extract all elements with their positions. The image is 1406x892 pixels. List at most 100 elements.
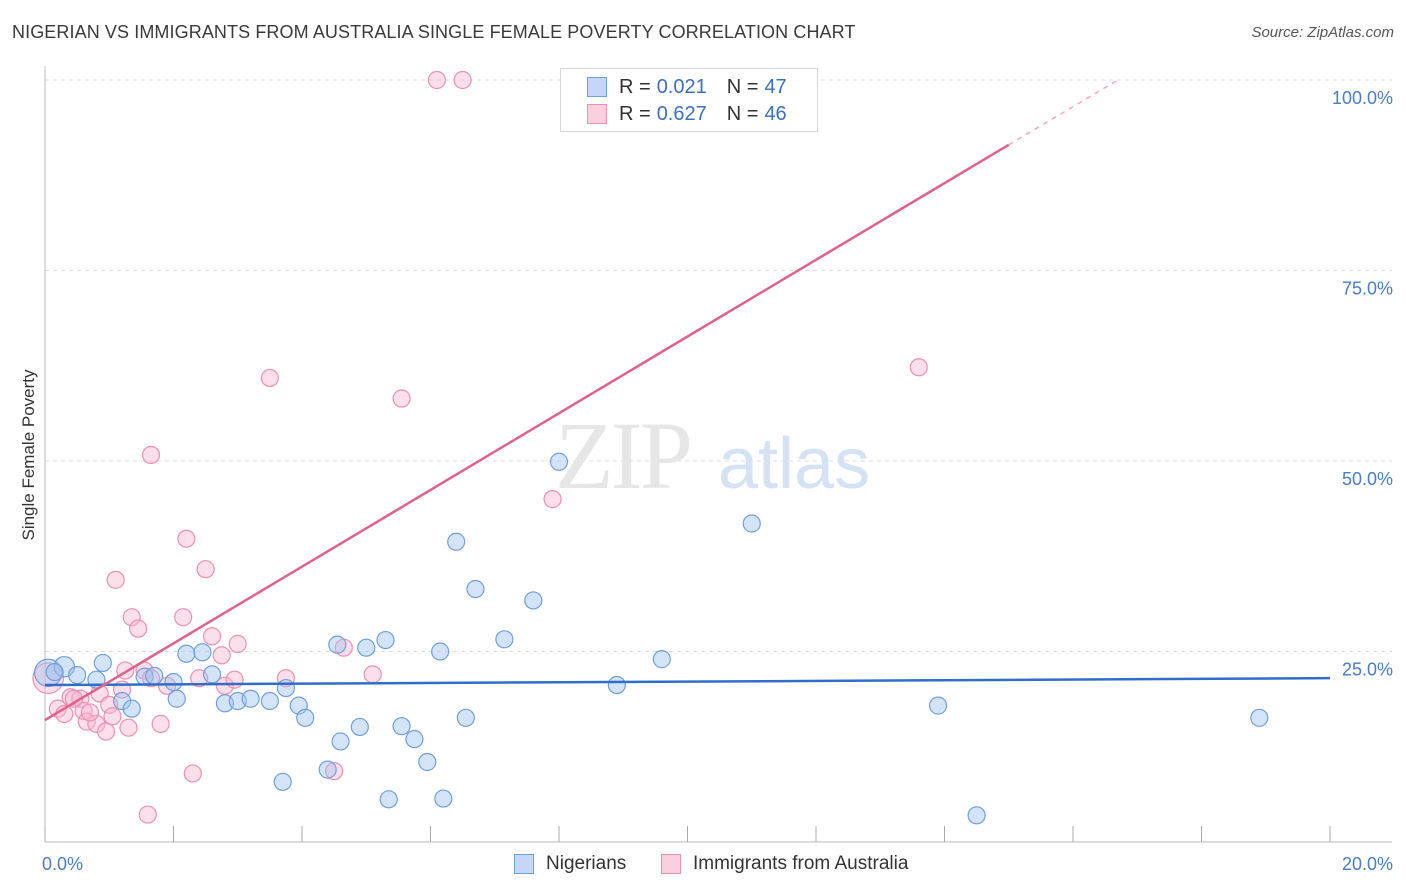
data-point — [466, 579, 485, 599]
data-point — [607, 675, 626, 695]
data-point — [151, 714, 170, 733]
data-point — [652, 650, 671, 669]
data-point — [392, 389, 411, 408]
bottom-legend-swatch-pink — [661, 854, 681, 874]
watermark: ZIP atlas — [555, 402, 870, 509]
data-point — [174, 608, 193, 627]
data-point — [122, 699, 141, 718]
nigerian-points — [34, 452, 1269, 825]
legend-r-value: 0.021 — [656, 75, 707, 98]
data-point — [549, 452, 569, 471]
data-point — [68, 666, 87, 685]
data-point — [129, 619, 148, 638]
data-point — [273, 772, 292, 791]
data-point — [363, 665, 382, 684]
legend-swatch-blue — [587, 77, 607, 97]
watermark-atlas: atlas — [718, 424, 870, 504]
data-point — [1250, 708, 1269, 727]
data-point — [495, 630, 514, 649]
data-point — [296, 708, 315, 727]
y-tick-label: 75.0% — [1342, 279, 1393, 299]
data-point — [967, 806, 986, 825]
data-point — [106, 570, 125, 589]
data-point — [453, 70, 472, 90]
data-point — [145, 666, 164, 685]
data-point — [80, 703, 100, 722]
data-point — [112, 691, 132, 711]
data-point — [418, 752, 437, 772]
data-point — [742, 514, 761, 533]
bottom-legend-label: Nigerians — [546, 853, 627, 874]
data-point — [177, 644, 196, 663]
data-point — [276, 669, 296, 688]
data-point — [928, 696, 948, 715]
data-point — [45, 662, 64, 682]
data-point — [434, 789, 453, 808]
trend-line-australia-extension — [1008, 79, 1119, 146]
data-point — [138, 805, 157, 824]
x-tick-label: 0.0% — [42, 854, 83, 874]
watermark-zip: ZIP — [555, 402, 690, 509]
data-point — [202, 627, 222, 646]
legend-r-value: 0.627 — [656, 102, 707, 125]
data-point — [96, 722, 116, 741]
chart-title: NIGERIAN VS IMMIGRANTS FROM AUSTRALIA SI… — [12, 22, 856, 42]
legend-row-nigerians: R = 0.021 N = 47 — [587, 74, 787, 100]
bottom-legend-swatch-blue — [514, 854, 534, 874]
y-tick-label: 50.0% — [1342, 469, 1393, 489]
data-point — [167, 689, 186, 708]
legend-swatch-pink — [587, 104, 607, 124]
data-point — [276, 678, 296, 698]
legend-n-label: N = — [726, 75, 759, 98]
data-point — [331, 732, 350, 751]
y-tick-label: 25.0% — [1342, 660, 1393, 680]
data-point — [431, 642, 450, 661]
data-point — [524, 591, 543, 610]
data-point — [543, 490, 562, 509]
data-point — [202, 665, 222, 684]
data-point — [103, 707, 122, 726]
y-axis-label: Single Female Poverty — [19, 369, 38, 541]
data-point — [212, 646, 231, 665]
bottom-legend-australia: Immigrants from Australia — [661, 852, 908, 876]
data-point — [447, 532, 466, 551]
trend-line-nigerians — [44, 676, 1331, 687]
data-point — [350, 717, 369, 737]
data-point — [241, 689, 260, 708]
legend-n-label: N = — [726, 102, 759, 125]
bottom-legend-nigerians: Nigerians — [514, 852, 626, 876]
data-point — [328, 635, 347, 654]
trend-lines — [44, 79, 1331, 722]
data-point — [405, 730, 424, 749]
data-point — [228, 634, 247, 653]
data-point — [379, 790, 398, 809]
legend-n-value: 47 — [764, 75, 787, 98]
data-point — [193, 643, 212, 662]
data-point — [196, 560, 215, 579]
data-point — [325, 762, 344, 781]
bottom-legend-label: Immigrants from Australia — [693, 853, 909, 874]
data-point — [260, 691, 279, 711]
y-tick-label: 100.0% — [1332, 88, 1393, 108]
data-point — [177, 529, 196, 548]
tick-labels: 25.0% 50.0% 75.0% 100.0% 0.0% 20.0% — [42, 88, 1393, 874]
data-point — [392, 717, 411, 736]
data-point — [122, 608, 141, 627]
legend-n-value: 46 — [764, 102, 787, 125]
data-point — [141, 445, 161, 465]
axes — [44, 66, 1392, 843]
data-point — [427, 70, 447, 90]
stats-legend: R = 0.021 N = 47 R = 0.627 N = 46 — [560, 68, 818, 132]
data-point — [119, 718, 138, 737]
data-point — [74, 701, 93, 721]
data-point — [141, 669, 161, 688]
data-point — [456, 708, 475, 727]
data-point — [357, 638, 376, 657]
data-point — [318, 760, 337, 779]
source-label: Source: ZipAtlas.com — [1251, 24, 1394, 41]
legend-r-label: R = — [619, 102, 651, 125]
data-point — [87, 714, 106, 733]
data-point — [909, 358, 928, 377]
legend-row-australia: R = 0.627 N = 46 — [587, 101, 787, 127]
